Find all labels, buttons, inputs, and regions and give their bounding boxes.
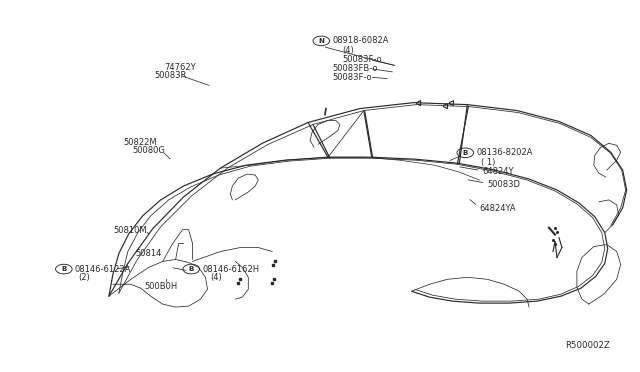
Text: (4): (4)	[211, 273, 222, 282]
Text: 50083FB-o: 50083FB-o	[333, 64, 378, 73]
Text: 08146-6162H: 08146-6162H	[202, 264, 259, 273]
Text: 08146-6122A: 08146-6122A	[75, 264, 131, 273]
Text: 08918-6082A: 08918-6082A	[333, 36, 389, 45]
Text: (4): (4)	[342, 46, 354, 55]
Text: N: N	[318, 38, 324, 44]
Text: R500002Z: R500002Z	[565, 341, 610, 350]
Text: (2): (2)	[78, 273, 90, 282]
Text: 50083F-o: 50083F-o	[333, 73, 372, 81]
Text: 50080G: 50080G	[132, 147, 165, 155]
Text: 08136-8202A: 08136-8202A	[476, 148, 532, 157]
Text: 50814: 50814	[135, 249, 161, 258]
Text: 50083F-o: 50083F-o	[342, 55, 382, 64]
Text: 50083D: 50083D	[487, 180, 520, 189]
Text: B: B	[61, 266, 67, 272]
Text: 64824Y: 64824Y	[483, 167, 514, 176]
Text: 74762Y: 74762Y	[164, 62, 195, 72]
Text: ( 1): ( 1)	[481, 157, 495, 167]
Text: 500B0H: 500B0H	[145, 282, 178, 291]
Text: B: B	[463, 150, 468, 156]
Text: 50083R: 50083R	[154, 71, 187, 80]
Text: B: B	[189, 266, 194, 272]
Text: 64824YA: 64824YA	[479, 203, 516, 213]
Text: 50810M: 50810M	[113, 226, 147, 235]
Text: 50822M: 50822M	[124, 138, 157, 147]
